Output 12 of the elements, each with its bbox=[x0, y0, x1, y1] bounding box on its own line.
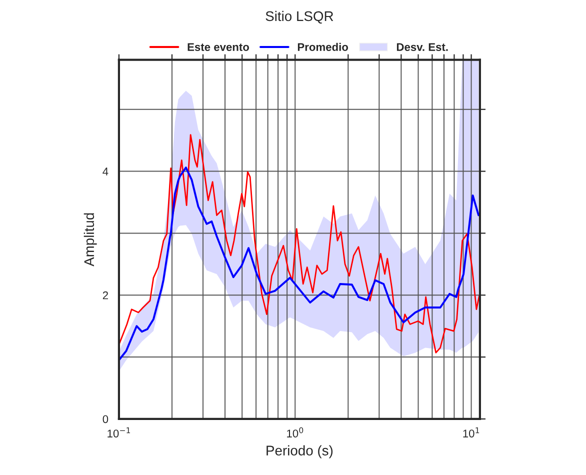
legend-label: Promedio bbox=[298, 42, 348, 51]
text: Desv. Est. bbox=[396, 43, 448, 51]
x-tick-label: 10$^{0}$ bbox=[287, 427, 304, 438]
x-tick-label: 10$^{−1}$ bbox=[108, 427, 130, 438]
x-tick-label: 10$^{1}$ bbox=[463, 427, 480, 438]
chart-title: Sitio LSQR bbox=[266, 10, 334, 24]
legend-label: Este evento bbox=[188, 43, 249, 51]
y-tick-label: 2 bbox=[102, 291, 108, 300]
y-axis-title: Amplitud bbox=[84, 213, 97, 266]
x-axis-title: Periodo (s) bbox=[266, 445, 333, 458]
y-tick-label: 0 bbox=[102, 415, 108, 424]
y-tick-label: 4 bbox=[102, 168, 108, 176]
